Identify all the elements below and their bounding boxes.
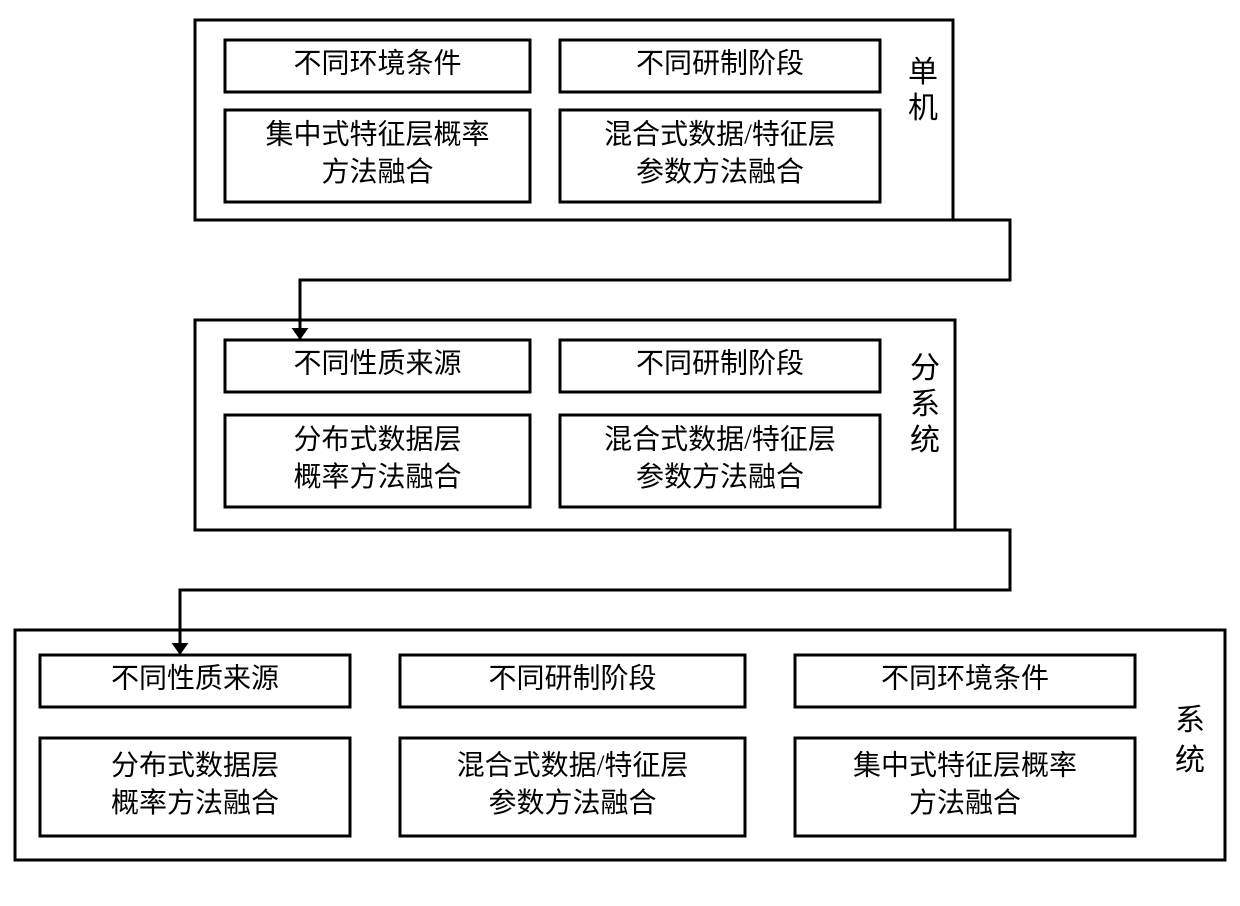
svg-text:机: 机 <box>908 92 938 125</box>
svg-text:统: 统 <box>910 424 940 457</box>
block1-inner-2-text-line: 方法融合 <box>321 156 433 188</box>
block3-inner-1-text-line: 不同研制阶段 <box>488 662 656 694</box>
block3-inner-3-text-line: 概率方法融合 <box>111 787 279 819</box>
block2-inner-0-text: 不同性质来源 <box>293 347 461 379</box>
diagram-canvas: 单机不同环境条件不同研制阶段集中式特征层概率方法融合混合式数据/特征层参数方法融… <box>0 0 1240 906</box>
connector-1 <box>172 530 1010 655</box>
block2-inner-0-text-line: 不同性质来源 <box>293 347 461 379</box>
svg-text:分: 分 <box>910 352 940 385</box>
svg-text:系: 系 <box>1175 704 1205 737</box>
block3-inner-2-text-line: 不同环境条件 <box>881 662 1049 694</box>
block3-inner-5-text: 集中式特征层概率方法融合 <box>853 749 1077 819</box>
block3-inner-5-text-line: 集中式特征层概率 <box>853 749 1077 781</box>
block3-inner-2-text: 不同环境条件 <box>881 662 1049 694</box>
block2-inner-2-text: 分布式数据层概率方法融合 <box>293 423 461 493</box>
block2-side-label: 分系统 <box>910 352 940 457</box>
block3-inner-0-text: 不同性质来源 <box>111 662 279 694</box>
svg-text:统: 统 <box>1175 744 1205 777</box>
block1-inner-1-text: 不同研制阶段 <box>636 47 804 79</box>
block1-inner-0-text: 不同环境条件 <box>293 47 461 79</box>
svg-text:单: 单 <box>908 56 938 89</box>
block2-inner-3-text: 混合式数据/特征层参数方法融合 <box>604 423 836 493</box>
block1-inner-1-text-line: 不同研制阶段 <box>636 47 804 79</box>
block1-inner-3-text: 混合式数据/特征层参数方法融合 <box>604 118 836 188</box>
block3-inner-4-text-line: 混合式数据/特征层 <box>457 749 689 781</box>
block1-inner-3-text-line: 参数方法融合 <box>636 156 804 188</box>
block3-inner-5-text-line: 方法融合 <box>909 787 1021 819</box>
block3-inner-3-text: 分布式数据层概率方法融合 <box>111 749 279 819</box>
block3-inner-0-text-line: 不同性质来源 <box>111 662 279 694</box>
block2-inner-1-text: 不同研制阶段 <box>636 347 804 379</box>
block1-inner-3-text-line: 混合式数据/特征层 <box>604 118 836 150</box>
block2-inner-3-text-line: 混合式数据/特征层 <box>604 423 836 455</box>
connector-0 <box>292 220 1010 340</box>
block1-inner-0-text-line: 不同环境条件 <box>293 47 461 79</box>
block1-side-label: 单机 <box>908 56 938 125</box>
block3-side-label: 系统 <box>1175 704 1205 777</box>
block2-inner-1-text-line: 不同研制阶段 <box>636 347 804 379</box>
block2-inner-2-text-line: 概率方法融合 <box>293 461 461 493</box>
block1-inner-2-text-line: 集中式特征层概率 <box>265 118 489 150</box>
svg-text:系: 系 <box>910 388 940 421</box>
block3-inner-1-text: 不同研制阶段 <box>488 662 656 694</box>
block2-inner-3-text-line: 参数方法融合 <box>636 461 804 493</box>
block1-inner-2-text: 集中式特征层概率方法融合 <box>265 118 489 188</box>
block3-inner-3-text-line: 分布式数据层 <box>111 749 279 781</box>
block3-inner-4-text: 混合式数据/特征层参数方法融合 <box>457 749 689 819</box>
block3-inner-4-text-line: 参数方法融合 <box>488 787 656 819</box>
block2-inner-2-text-line: 分布式数据层 <box>293 423 461 455</box>
